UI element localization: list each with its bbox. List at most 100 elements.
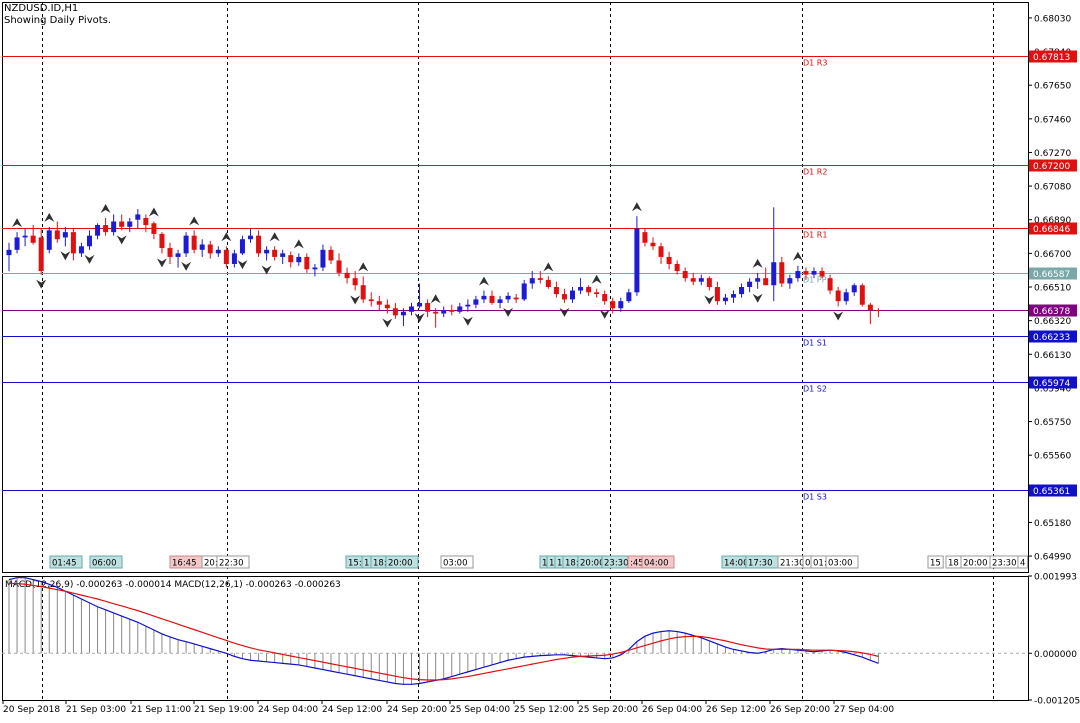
session-label: 17:30 — [748, 559, 773, 569]
candle-body — [570, 290, 575, 300]
price-tick-label: 0.65940 — [1034, 384, 1071, 394]
session-label: :45 — [630, 559, 644, 569]
candle-body — [465, 304, 471, 307]
price-tick-label: 0.65560 — [1034, 452, 1071, 462]
session-label: 01: — [813, 559, 827, 569]
candle-body — [280, 253, 286, 257]
time-tick-label: 25 Sep 04:00 — [450, 705, 510, 715]
candle-body — [433, 311, 439, 314]
candle-body — [111, 221, 117, 233]
fractal-up-arrow — [752, 258, 763, 268]
time-tick-label: 21 Sep 03:00 — [66, 705, 126, 715]
session-label: 18 — [948, 559, 959, 569]
candle-body — [38, 237, 44, 272]
fractal-down-arrow — [382, 318, 393, 328]
candle-body — [360, 285, 366, 300]
candle-body — [215, 249, 221, 254]
candle-body — [803, 271, 809, 275]
candle-body — [320, 249, 326, 268]
candle-body — [264, 249, 270, 254]
candle-body — [54, 230, 60, 240]
candle-body — [747, 281, 753, 287]
time-tick-label: 26 Sep 20:00 — [770, 705, 830, 715]
pivot-label: D1 R1 — [803, 231, 827, 240]
session-label-box — [641, 555, 675, 569]
candle-body — [811, 271, 817, 275]
fractal-down-arrow — [181, 261, 192, 271]
candle-body — [497, 299, 503, 303]
candle-body — [473, 299, 479, 305]
candle-body — [706, 278, 712, 287]
macd-title: MACD(12,26,9) -0.000263 -0.000014 MACD(1… — [5, 580, 341, 590]
candle-body — [835, 290, 841, 302]
candle-body — [771, 262, 777, 286]
session-label: 06:00 — [92, 559, 117, 569]
candle-body — [400, 311, 406, 316]
candle-body — [457, 306, 463, 312]
pivot-label: D1 R3 — [803, 59, 827, 68]
time-tick-label: 26 Sep 12:00 — [706, 705, 766, 715]
candle-body — [409, 306, 414, 312]
session-label: 23:30 — [604, 559, 629, 569]
candle-body — [30, 235, 36, 243]
session-label: 15 — [930, 559, 941, 569]
candle-body — [795, 271, 801, 279]
candle-body — [119, 221, 125, 227]
candle-body — [352, 278, 358, 286]
fractal-up-arrow — [293, 239, 304, 249]
price-marker-bg — [1029, 50, 1077, 63]
price-marker-value: 0.65974 — [1033, 379, 1070, 389]
fractal-down-arrow — [84, 254, 95, 264]
price-tick-label: 0.66130 — [1034, 351, 1071, 361]
candle-body — [14, 237, 20, 250]
fractal-down-arrow — [833, 311, 844, 321]
price-marker-bg — [1029, 376, 1077, 389]
macd-panel-frame — [2, 576, 1029, 701]
session-label: 20:00 — [580, 559, 605, 569]
candle-body — [199, 244, 205, 250]
fractal-up-arrow — [792, 251, 803, 261]
candle-body — [489, 295, 495, 303]
candle-body — [561, 294, 567, 300]
fractal-down-arrow — [237, 260, 248, 270]
candle-body — [819, 271, 825, 277]
session-label: 15: — [348, 559, 362, 569]
fractal-down-arrow — [350, 295, 361, 305]
candle-body — [610, 301, 616, 309]
candle-body — [272, 249, 278, 257]
candle-body — [296, 256, 302, 263]
candle-body — [256, 235, 262, 254]
session-label: 22:30 — [219, 559, 244, 569]
fractal-down-arrow — [156, 258, 167, 268]
time-tick-label: 24 Sep 20:00 — [387, 705, 447, 715]
fractal-up-arrow — [100, 203, 111, 213]
candle-body — [698, 278, 704, 282]
fractal-up-arrow — [631, 202, 642, 212]
price-tick-label: 0.65750 — [1034, 418, 1071, 428]
candle-body — [682, 271, 688, 279]
session-label: 1 — [557, 559, 562, 569]
candle-body — [312, 267, 318, 270]
price-tick-label: 0.67080 — [1034, 183, 1071, 193]
candle-body — [867, 304, 873, 311]
price-tick-label: 0.66890 — [1034, 216, 1071, 226]
fractal-up-arrow — [269, 232, 280, 242]
candle-body — [304, 256, 310, 270]
session-label-box — [440, 555, 474, 569]
candle-body — [553, 287, 559, 295]
candle-body — [167, 248, 173, 257]
fractal-down-arrow — [36, 279, 47, 289]
candle-body — [103, 225, 109, 233]
pivot-label: D1 S2 — [803, 385, 827, 394]
candle-body — [417, 302, 423, 307]
candle-body — [505, 295, 511, 300]
candle-body — [392, 308, 398, 316]
macd-main-line — [8, 577, 879, 685]
session-label: 16:45 — [172, 559, 197, 569]
session-label: 03:00 — [828, 559, 853, 569]
candle-body — [666, 256, 672, 264]
price-marker-bg — [1029, 222, 1077, 235]
session-label-box — [385, 555, 419, 569]
